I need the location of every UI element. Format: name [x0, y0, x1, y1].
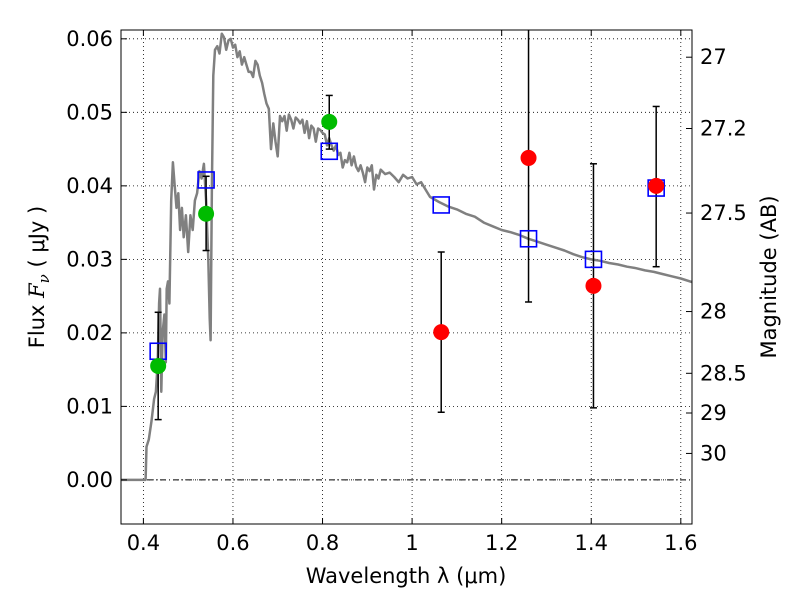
grid [121, 30, 692, 524]
right-axis-ticks: 27 27.2 27.5 28 28.5 29 30 [686, 45, 747, 465]
x-tick-label: 0.4 [127, 531, 160, 555]
right-tick-label: 28.5 [700, 361, 747, 385]
right-tick-label: 29 [700, 401, 727, 425]
observed-point-circle [150, 357, 167, 374]
observed-point-circle [585, 277, 602, 294]
x-axis-ticks: 0.4 0.6 0.8 1 1.2 1.4 1.6 [127, 30, 698, 555]
right-axis-label: Magnitude (AB) [757, 195, 781, 358]
y-tick-label: 0.06 [66, 27, 113, 51]
observed-point-circle [321, 113, 338, 130]
x-tick-label: 1.6 [664, 531, 697, 555]
y-tick-label: 0.02 [66, 321, 113, 345]
y-tick-label: 0.00 [66, 468, 113, 492]
model-point-square [432, 196, 451, 214]
x-tick-label: 1.4 [575, 531, 608, 555]
data-points [149, 113, 665, 374]
observed-point-circle [648, 177, 665, 194]
right-tick-label: 27.2 [700, 117, 747, 141]
x-tick-label: 0.8 [306, 531, 339, 555]
right-tick-label: 27.5 [700, 201, 747, 225]
x-tick-label: 0.6 [216, 531, 249, 555]
right-tick-label: 27 [700, 45, 727, 69]
x-axis-label: Wavelength λ (μm) [306, 564, 507, 588]
y-axis-label-symbol: F [25, 282, 49, 299]
error-bars [154, 30, 660, 421]
model-point-square [197, 171, 215, 189]
y-tick-label: 0.04 [66, 174, 113, 198]
observed-point-circle [198, 205, 215, 222]
model-spectrum-line [121, 32, 692, 482]
x-tick-label: 1.2 [485, 531, 518, 555]
plot-frame [120, 29, 693, 525]
right-tick-label: 28 [700, 300, 727, 324]
y-axis-ticks: 0.00 0.01 0.02 0.03 0.04 0.05 0.06 [66, 27, 127, 492]
observed-point-circle [520, 149, 537, 166]
y-tick-label: 0.03 [66, 247, 113, 271]
model-point-square [320, 142, 339, 161]
model-spectrum [121, 32, 692, 482]
y-axis-label-pre: Flux [25, 298, 49, 348]
y-tick-label: 0.05 [66, 100, 113, 124]
y-tick-label: 0.01 [66, 394, 113, 418]
observed-point-circle [433, 324, 450, 341]
y-axis-label: Flux Fν ( μJy ) [25, 206, 53, 348]
model-point-square [519, 229, 538, 248]
y-axis-label-post: ( μJy ) [25, 206, 49, 274]
model-point-square [584, 250, 603, 269]
x-tick-label: 1 [405, 531, 418, 555]
y-axis-label-subscript: ν [35, 274, 53, 283]
right-tick-label: 30 [700, 441, 727, 465]
